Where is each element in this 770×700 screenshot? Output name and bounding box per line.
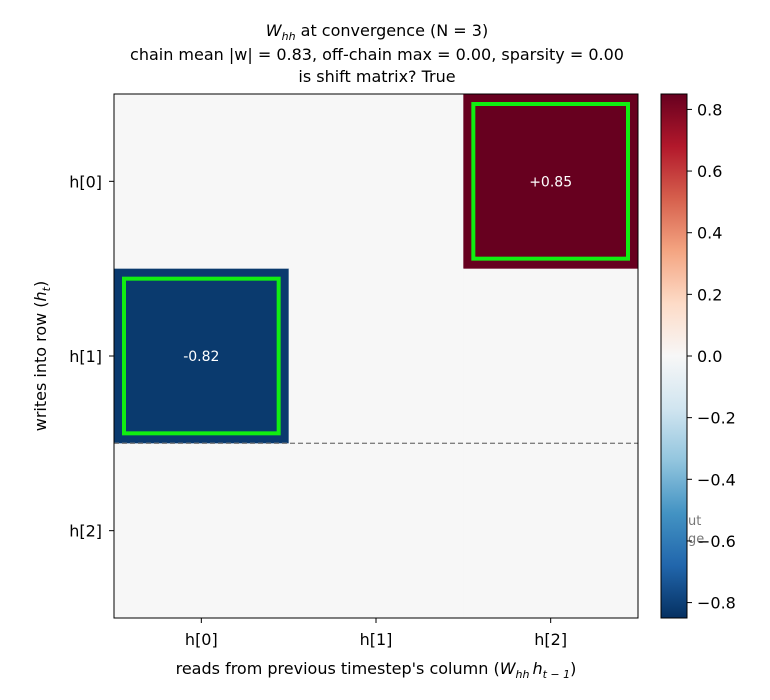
colorbar: −0.8 −0.6 −0.4 −0.2 0.0 0.2 0.4 0.6 0.8 [660, 93, 736, 619]
heatmap-cell-r0-c2 [463, 94, 639, 270]
colorbar-tick-label: 0.6 [697, 162, 722, 181]
colorbar-tick-label: −0.6 [697, 532, 736, 551]
heatmap-cell-r1-c0 [114, 268, 290, 444]
colorbar-tick-label: 0.8 [697, 100, 722, 119]
colorbar-tick-label: 0.2 [697, 285, 722, 304]
chart-title: Whh at convergence (N = 3) [266, 21, 488, 43]
highlight-frame-1 [122, 276, 281, 436]
heatmap-cell-r0-c0 [114, 94, 290, 270]
y-tick-label: h[1] [69, 347, 102, 366]
x-tick-labels: h[0] h[1] h[2] [185, 618, 567, 649]
chart-subtitle-line-1: chain mean |w| = 0.83, off-chain max = 0… [130, 45, 624, 64]
y-tick-label: h[2] [69, 522, 102, 541]
x-tick-label: h[0] [185, 630, 218, 649]
x-tick-label: h[2] [534, 630, 567, 649]
partial-annotation: ut ge [688, 514, 704, 547]
heatmap-cell-r1-c2 [463, 268, 639, 444]
heatmap-cell-r1-c1 [288, 268, 464, 444]
heatmap-plot-area: +0.85 -0.82 [113, 93, 639, 619]
highlight-frame-0 [471, 102, 631, 261]
heatmap-cell-r2-c1 [288, 443, 464, 619]
heatmap-cell-r2-c2 [463, 443, 639, 619]
x-axis-label: reads from previous timestep's column (W… [176, 659, 577, 681]
x-tick-label: h[1] [360, 630, 393, 649]
y-tick-label: h[0] [69, 172, 102, 191]
colorbar-tick-label: −0.8 [697, 594, 736, 613]
colorbar-tick-label: −0.4 [697, 470, 736, 489]
chart-subtitle-line-2: is shift matrix? True [298, 67, 455, 86]
cell-value-label-0: +0.85 [529, 174, 572, 190]
colorbar-tick-label: 0.0 [697, 347, 722, 366]
colorbar-tick-label: 0.4 [697, 224, 722, 243]
cell-value-label-1: -0.82 [183, 349, 219, 365]
colorbar-tick-label: −0.2 [697, 409, 736, 428]
colorbar-gradient [661, 94, 687, 618]
heatmap-cell-r0-c1 [288, 94, 464, 270]
y-axis-label: writes into row (ht) [31, 281, 53, 432]
partial-annotation-line-1: ut [688, 514, 701, 529]
heatmap-cell-r2-c0 [114, 443, 290, 619]
y-tick-labels: h[0] h[1] h[2] [69, 172, 114, 541]
partial-annotation-line-2: ge [688, 532, 704, 547]
